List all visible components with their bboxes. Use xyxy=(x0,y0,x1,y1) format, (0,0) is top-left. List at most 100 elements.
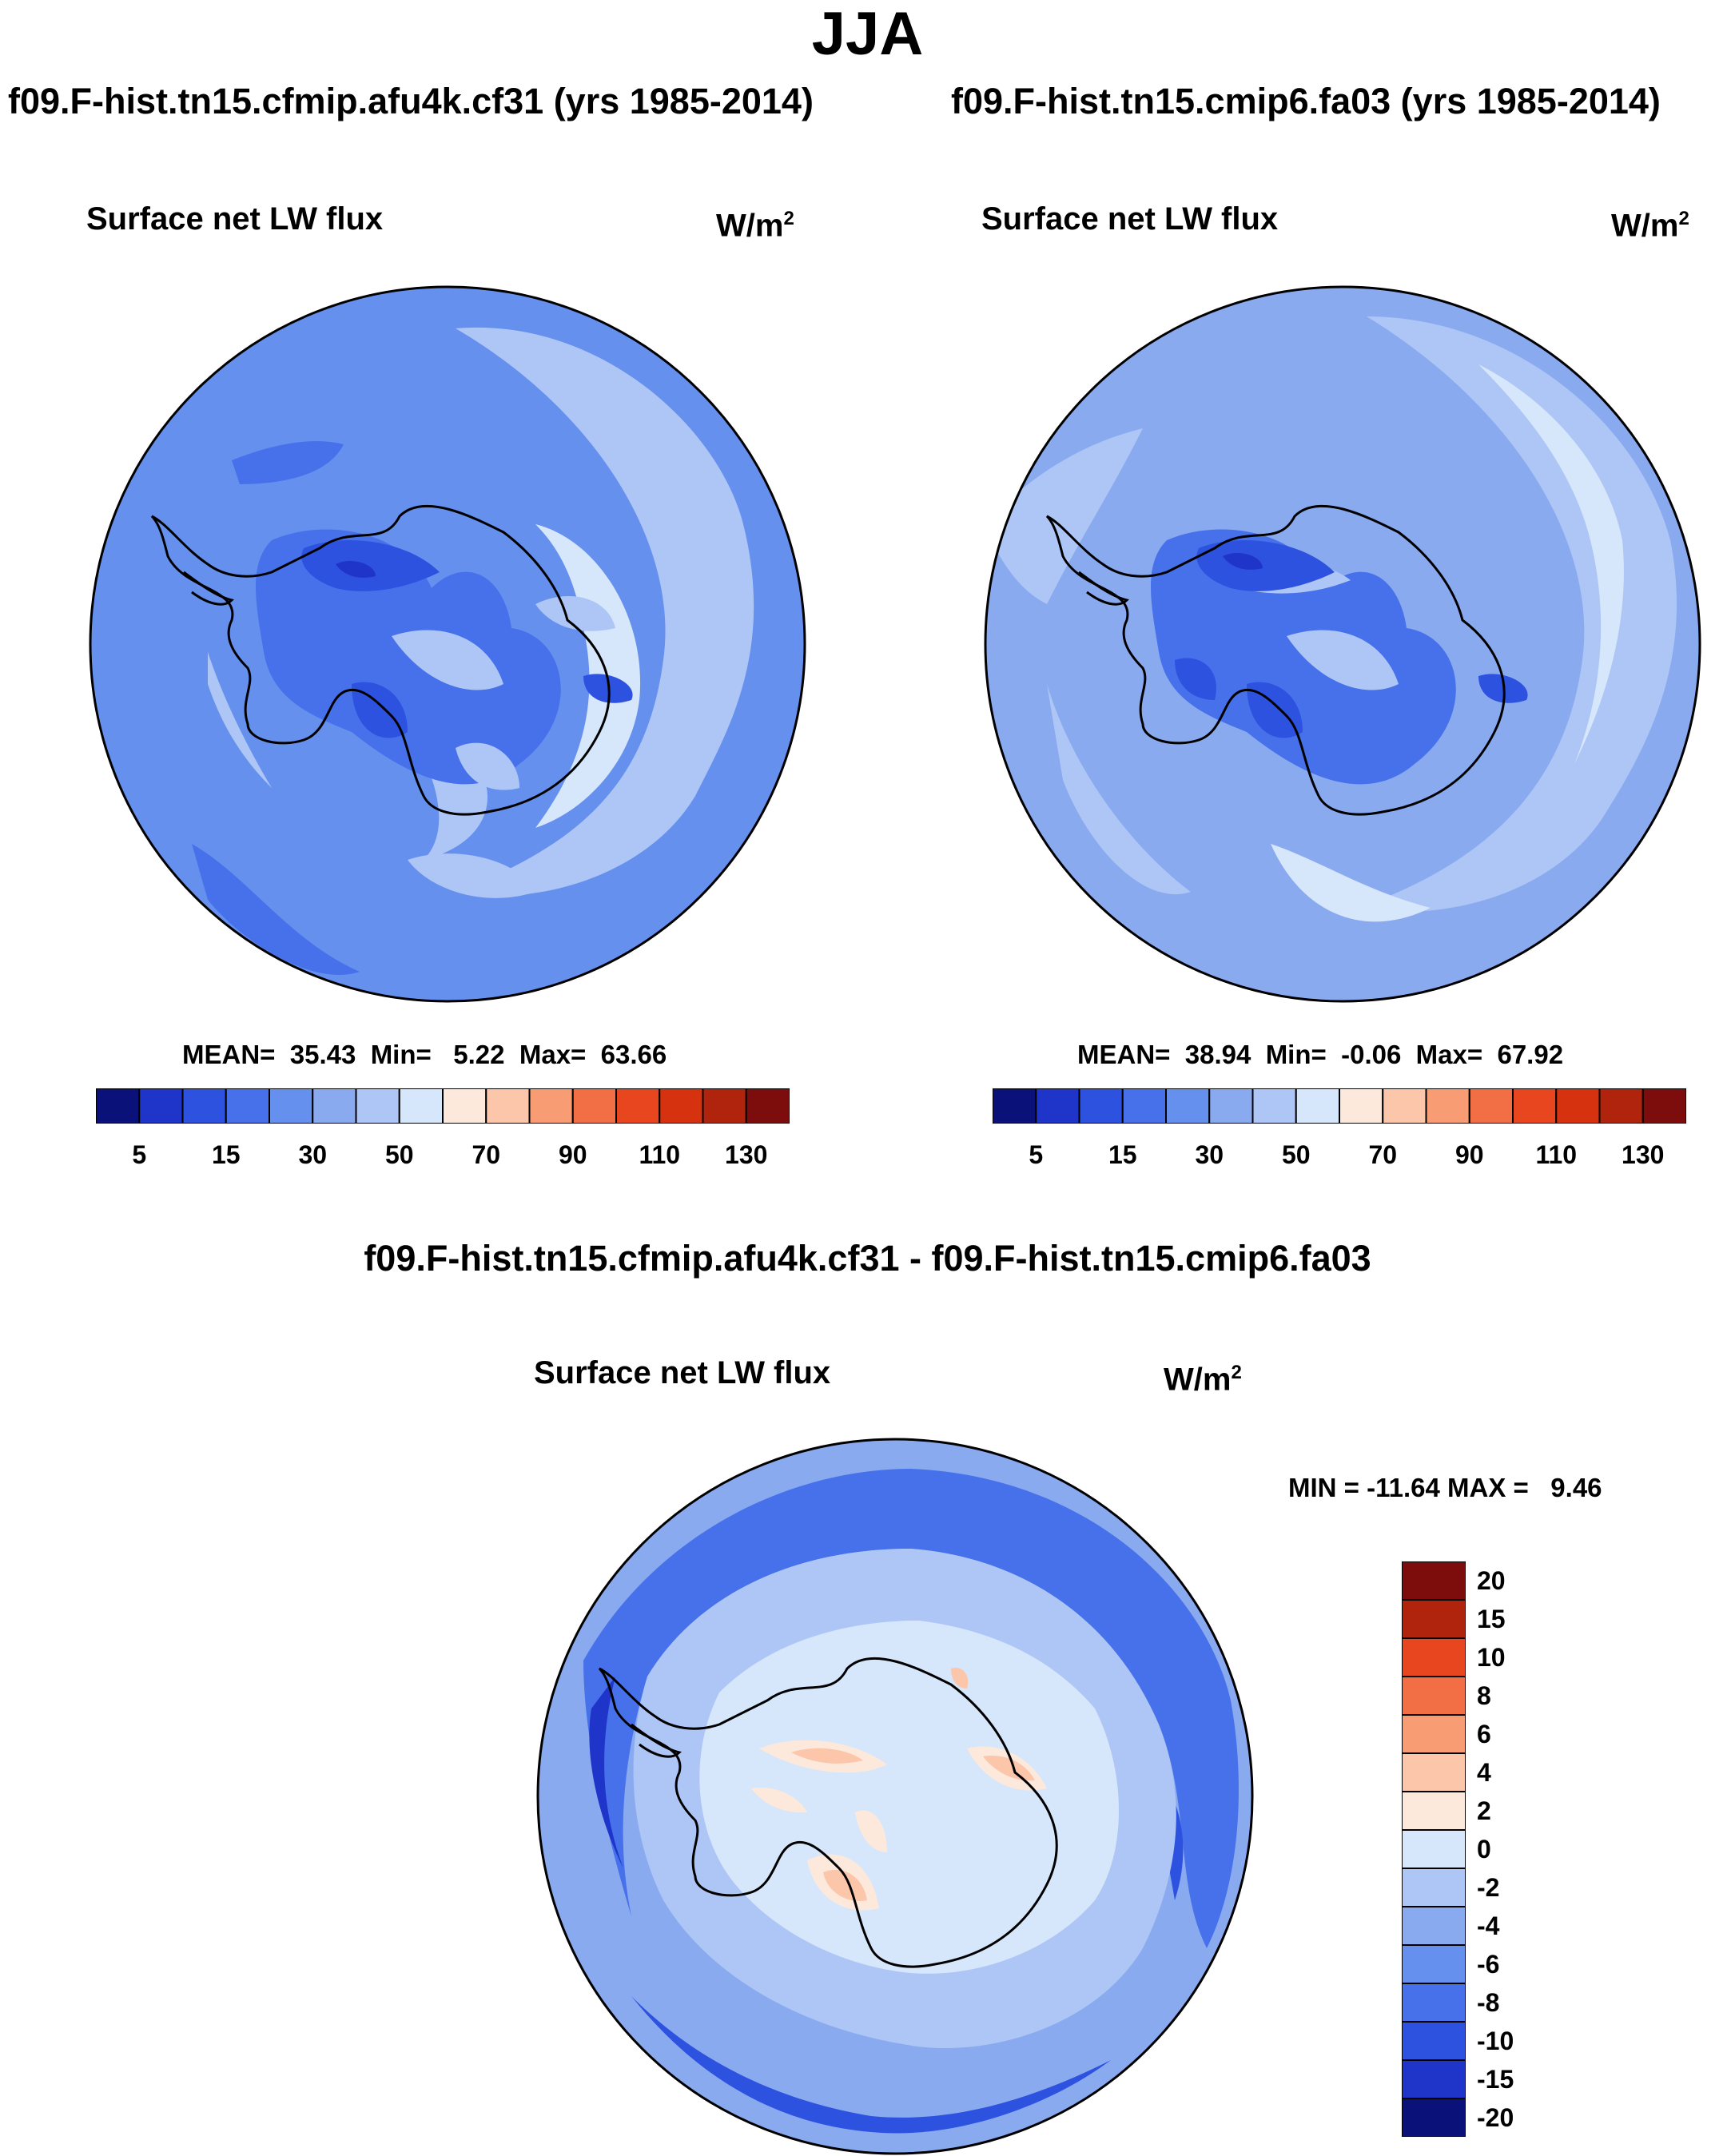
map-region-lighter xyxy=(1478,364,1624,764)
colorbar-tick-label: 130 xyxy=(725,1140,768,1169)
left-colorbar-ticks: 5 15 30 50 70 90 110 130 xyxy=(96,1140,790,1171)
colorbar-box xyxy=(95,1088,141,1124)
colorbar-box xyxy=(1401,1983,1466,2023)
colorbar-box xyxy=(702,1088,747,1124)
colorbar-tick-label: 5 xyxy=(1029,1140,1044,1169)
left-colorbar xyxy=(95,1088,790,1124)
colorbar-tick-label: 90 xyxy=(1454,1140,1484,1169)
map-region-dark xyxy=(352,682,408,738)
left-map-border xyxy=(89,285,806,1003)
colorbar-tick-label: 15 xyxy=(1477,1605,1506,1633)
colorbar-box xyxy=(1401,1599,1466,1639)
colorbar-tick-label: 4 xyxy=(1477,1758,1491,1787)
map-region-lighter xyxy=(699,1621,1119,1974)
colorbar-tick-label: 50 xyxy=(384,1140,414,1169)
colorbar-tick-label: 15 xyxy=(211,1140,241,1169)
map-region-pos1 xyxy=(855,1810,887,1852)
map-region-pos2 xyxy=(791,1748,863,1764)
colorbar-tick-label: 10 xyxy=(1477,1643,1506,1672)
colorbar-box xyxy=(138,1088,184,1124)
colorbar-box xyxy=(1382,1088,1427,1124)
map-region-pos1 xyxy=(751,1788,807,1813)
colorbar-box xyxy=(181,1088,227,1124)
colorbar-box xyxy=(1165,1088,1211,1124)
colorbar-box xyxy=(442,1088,487,1124)
colorbar-box xyxy=(269,1088,314,1124)
right-polar-map xyxy=(984,285,1701,1003)
colorbar-box xyxy=(1339,1088,1384,1124)
map-region-pos2 xyxy=(951,1668,969,1689)
diff-coastline xyxy=(598,1657,1058,1968)
right-colorbar-ticks: 5 15 30 50 70 90 110 130 xyxy=(993,1140,1686,1171)
map-region-dark xyxy=(1196,540,1335,591)
colorbar-tick-label: 50 xyxy=(1281,1140,1311,1169)
colorbar-box xyxy=(1401,1637,1466,1677)
colorbar-box xyxy=(1401,1829,1466,1869)
colorbar-box xyxy=(1401,1561,1466,1601)
colorbar-box xyxy=(992,1088,1037,1124)
colorbar-tick-label: 130 xyxy=(1622,1140,1665,1169)
map-region-darker xyxy=(1223,552,1263,570)
map-region-pos2 xyxy=(983,1756,1035,1781)
right-variable-label: Surface net LW flux xyxy=(981,201,1279,237)
colorbar-box xyxy=(745,1088,790,1124)
colorbar-tick-label: 15 xyxy=(1108,1140,1137,1169)
diff-variable-label: Surface net LW flux xyxy=(534,1355,831,1390)
colorbar-box xyxy=(1401,2059,1466,2099)
colorbar-tick-label: -10 xyxy=(1477,2027,1514,2055)
right-run-title: f09.F-hist.tn15.cmip6.fa03 (yrs 1985-201… xyxy=(951,81,1661,121)
right-map-border xyxy=(984,285,1701,1003)
colorbar-box xyxy=(659,1088,704,1124)
colorbar-box xyxy=(1401,1868,1466,1907)
colorbar-tick-label: 2 xyxy=(1477,1796,1491,1825)
map-region-dark xyxy=(301,540,440,591)
colorbar-tick-label: -8 xyxy=(1477,1988,1500,2017)
colorbar-box xyxy=(312,1088,357,1124)
colorbar-tick-label: 30 xyxy=(1195,1140,1224,1169)
left-variable-label: Surface net LW flux xyxy=(86,201,384,237)
colorbar-tick-label: 70 xyxy=(1368,1140,1398,1169)
left-coastline xyxy=(150,504,611,816)
colorbar-box xyxy=(1468,1088,1514,1124)
map-region-light xyxy=(408,853,535,898)
colorbar-box xyxy=(485,1088,531,1124)
map-region-continent-low xyxy=(232,441,344,484)
colorbar-tick-label: 20 xyxy=(1477,1566,1506,1595)
diff-colorbar xyxy=(1401,1561,1466,2138)
diff-units-label: W/m2 xyxy=(1164,1362,1242,1398)
colorbar-tick-label: 90 xyxy=(558,1140,587,1169)
colorbar-box xyxy=(1401,1676,1466,1716)
map-region-light xyxy=(535,596,615,631)
colorbar-box xyxy=(1401,1906,1466,1946)
right-colorbar xyxy=(992,1088,1687,1124)
map-region-continent-low xyxy=(192,844,360,975)
colorbar-box xyxy=(225,1088,270,1124)
map-region-continent-low xyxy=(583,1469,1239,1948)
right-units-label: W/m2 xyxy=(1611,208,1689,244)
colorbar-box xyxy=(1641,1088,1687,1124)
colorbar-box xyxy=(1598,1088,1644,1124)
colorbar-tick-label: -4 xyxy=(1477,1911,1500,1940)
colorbar-box xyxy=(571,1088,617,1124)
diff-colorbar-ticks: 20 15 10 8 6 4 2 0 -2 -4 -6 -8 -10 -15 -20 xyxy=(1477,1561,1589,2137)
colorbar-box xyxy=(528,1088,574,1124)
map-region-light xyxy=(1287,630,1399,690)
map-region-lighter xyxy=(535,524,641,828)
colorbar-box xyxy=(1401,2021,1466,2061)
colorbar-box xyxy=(1252,1088,1297,1124)
colorbar-tick-label: 70 xyxy=(472,1140,501,1169)
diff-title: f09.F-hist.tn15.cfmip.afu4k.cf31 - f09.F… xyxy=(364,1238,1371,1279)
map-region-light xyxy=(985,428,1143,604)
map-region-light xyxy=(1047,684,1191,895)
colorbar-tick-label: 110 xyxy=(639,1140,681,1169)
colorbar-tick-label: 30 xyxy=(298,1140,328,1169)
colorbar-tick-label: 8 xyxy=(1477,1681,1491,1710)
colorbar-tick-label: 0 xyxy=(1477,1835,1491,1864)
map-region-light xyxy=(392,630,503,690)
colorbar-box xyxy=(1208,1088,1254,1124)
map-region-lighter xyxy=(1271,844,1431,922)
colorbar-box xyxy=(398,1088,444,1124)
map-region-darker xyxy=(336,560,376,578)
map-region-light xyxy=(456,742,519,790)
left-stats: MEAN= 35.43 Min= 5.22 Max= 63.66 xyxy=(182,1040,667,1069)
